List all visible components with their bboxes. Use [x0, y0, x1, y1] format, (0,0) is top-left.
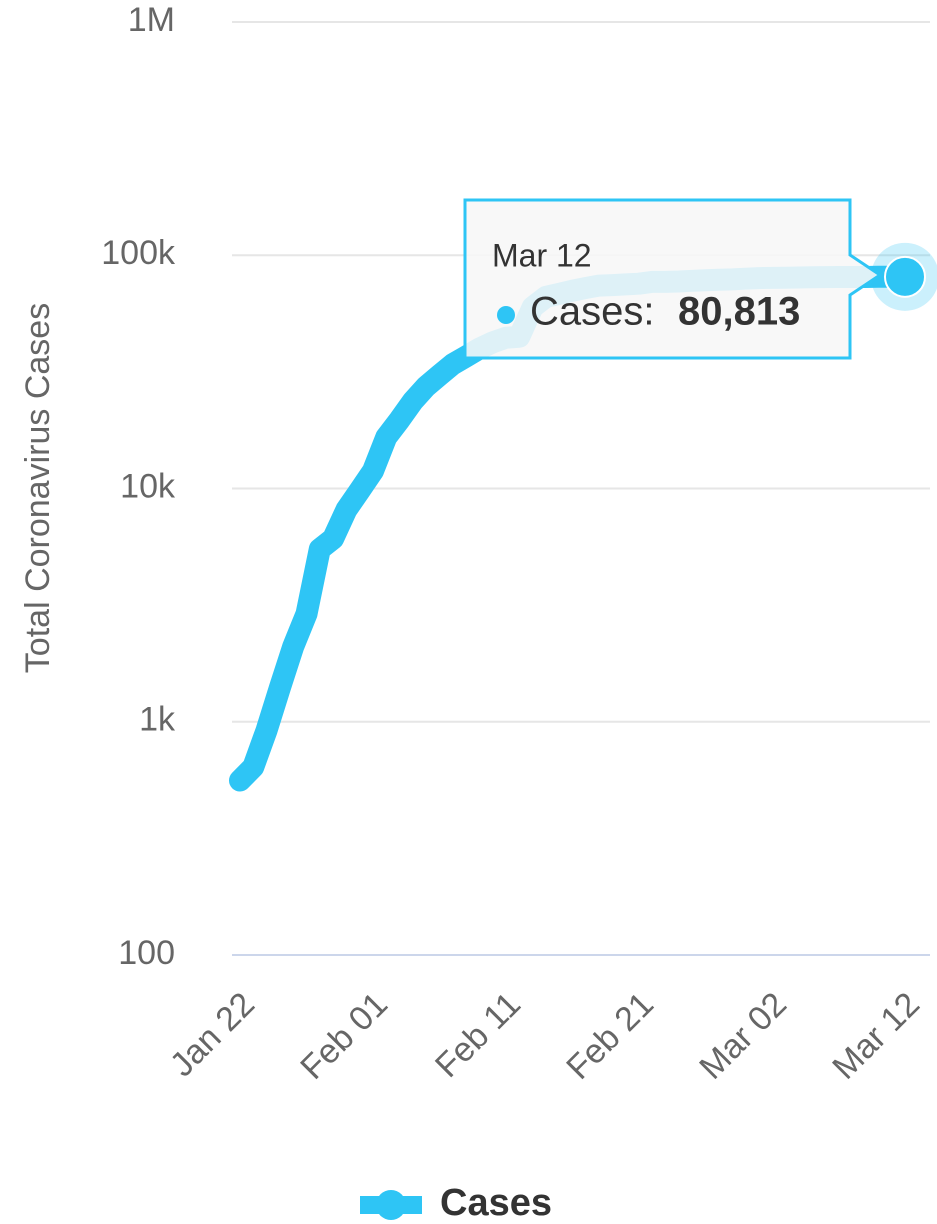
tooltip-date: Mar 12 — [492, 237, 592, 273]
y-axis-title: Total Coronavirus Cases — [19, 303, 57, 673]
tooltip-dot — [497, 306, 515, 324]
x-tick-label: Feb 11 — [428, 985, 528, 1085]
legend-symbol-dot — [376, 1190, 406, 1220]
x-tick-label: Mar 02 — [692, 985, 794, 1087]
hover-point — [884, 255, 926, 298]
x-tick-label: Mar 12 — [825, 985, 927, 1087]
y-tick-label: 100 — [118, 934, 175, 972]
legend-label: Cases — [440, 1182, 552, 1224]
y-tick-label: 1k — [139, 701, 176, 739]
y-tick-label: 10k — [120, 467, 176, 505]
tooltip-box — [463, 198, 883, 360]
y-tick-label: 100k — [101, 234, 176, 272]
x-tick-label: Feb 01 — [293, 985, 395, 1087]
x-tick-label: Jan 22 — [163, 985, 262, 1084]
tooltip-label: Cases: — [530, 290, 655, 334]
y-tick-label: 1M — [128, 1, 175, 39]
x-tick-label: Feb 21 — [559, 985, 661, 1087]
tooltip-value: 80,813 — [678, 290, 800, 334]
